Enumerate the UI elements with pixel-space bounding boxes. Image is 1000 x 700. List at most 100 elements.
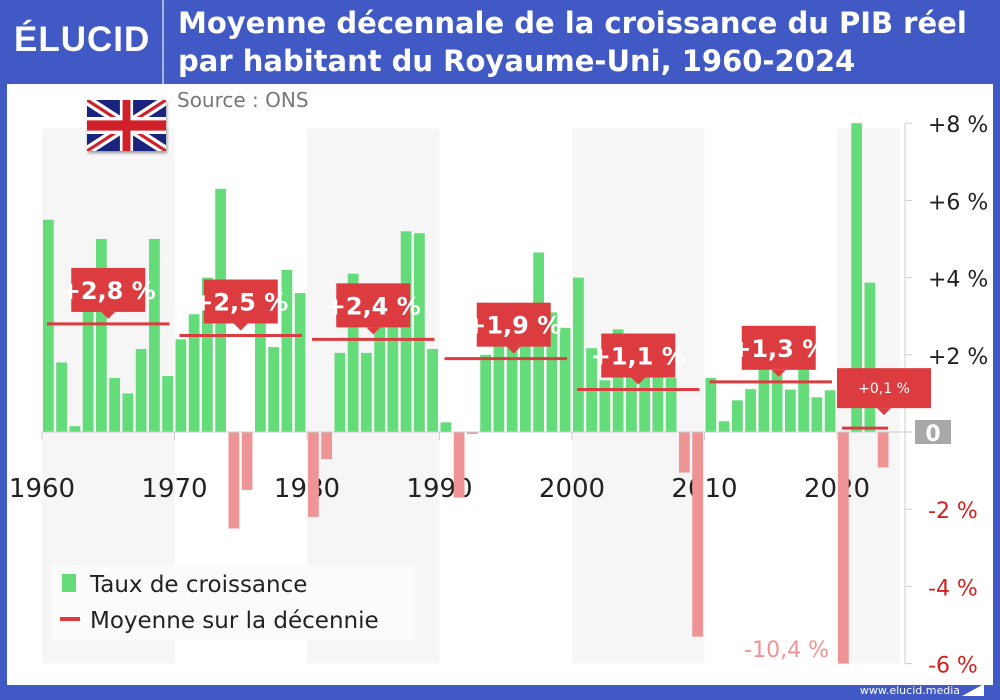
bar-1960 <box>43 219 54 432</box>
bar-1987 <box>400 231 412 432</box>
bar-2004 <box>626 354 637 432</box>
bar-2013 <box>745 389 756 432</box>
bar-1994 <box>493 304 505 432</box>
bar-1992 <box>467 432 478 434</box>
label-pointer <box>366 327 381 335</box>
bar-2020 <box>838 432 849 664</box>
bar-1999 <box>559 327 571 432</box>
bar-1995 <box>506 335 518 432</box>
bar-1969 <box>162 376 173 432</box>
x-tick-label: 1960 <box>9 474 75 504</box>
decade-average-label: +1,1 % <box>591 343 686 371</box>
x-tick-label: 1980 <box>274 474 340 504</box>
bar-1981 <box>321 432 332 460</box>
x-tick-label: 2000 <box>539 474 605 504</box>
bar-1961 <box>56 362 67 432</box>
legend-box <box>52 565 415 640</box>
bar-2007 <box>665 377 677 432</box>
decade-average-label: +0,1 % <box>858 381 910 397</box>
bar-2023 <box>877 432 889 468</box>
decade-average-label-box <box>203 279 278 324</box>
source-note: Source : ONS <box>177 88 309 112</box>
label-pointer <box>877 408 891 416</box>
bar-1990 <box>440 422 452 432</box>
decade-average-label-box <box>476 302 551 347</box>
bar-2009 <box>692 432 703 637</box>
title-line-2: par habitant du Royaume-Uni, 1960-2024 <box>178 44 856 78</box>
label-pointer <box>771 369 786 377</box>
bar-1985 <box>374 296 385 432</box>
bar-2000 <box>573 277 584 432</box>
decade-average-label-box <box>71 267 146 312</box>
legend-marker-growth <box>62 574 76 592</box>
bar-2018 <box>811 397 823 432</box>
bar-1984 <box>361 352 372 432</box>
bar-2021 <box>851 123 862 432</box>
bar-1988 <box>414 233 425 432</box>
y-tick-label: +4 % <box>928 268 988 293</box>
decade-average-label-box <box>601 333 676 378</box>
bar-1964 <box>96 239 107 432</box>
y-tick-label: +2 % <box>928 345 988 370</box>
bar-2017 <box>798 366 809 432</box>
bar-1980 <box>308 432 319 517</box>
bar-1982 <box>334 352 346 432</box>
decade-average-label: +2,4 % <box>326 292 421 320</box>
label-pointer <box>506 346 521 354</box>
label-pointer <box>631 377 646 385</box>
y-tick-label: 0 <box>925 422 940 447</box>
y-tick-label: +8 % <box>928 113 988 138</box>
zero-label-box <box>915 420 951 444</box>
bar-1986 <box>387 316 399 432</box>
x-tick-label: 2010 <box>671 474 737 504</box>
x-tick-label: 1970 <box>141 474 207 504</box>
decade-average-label: +1,9 % <box>466 312 561 340</box>
bar-1993 <box>480 354 491 432</box>
bar-2010 <box>705 377 717 432</box>
bar-2015 <box>771 370 783 432</box>
bar-1962 <box>69 426 81 432</box>
bar-2002 <box>599 380 611 432</box>
bar-2003 <box>612 329 624 432</box>
decade-average-label-box <box>336 283 411 328</box>
bar-1974 <box>228 432 240 529</box>
bar-1967 <box>135 349 147 432</box>
bar-2014 <box>758 343 770 432</box>
bar-1970 <box>175 339 187 432</box>
bar-1983 <box>347 273 359 432</box>
bar-2008 <box>679 432 690 473</box>
bar-1975 <box>241 432 253 490</box>
bar-1976 <box>255 320 266 432</box>
bar-2012 <box>732 400 743 432</box>
uk-flag-icon <box>87 100 166 151</box>
x-tick-label: 2020 <box>804 474 870 504</box>
decade-average-label: +2,5 % <box>193 289 288 317</box>
bar-1968 <box>149 239 160 432</box>
annotation-label: -10,4 % <box>744 638 829 663</box>
bar-2022 <box>864 282 876 432</box>
decade-average-label-box <box>741 325 816 370</box>
bar-1971 <box>188 314 200 432</box>
footer-url[interactable]: www.elucid.media <box>859 684 960 697</box>
bar-1979 <box>294 293 306 432</box>
label-pointer <box>233 323 248 331</box>
decade-average-label-box <box>837 368 931 409</box>
bar-1972 <box>202 277 213 432</box>
bar-1996 <box>520 339 531 432</box>
bar-1991 <box>453 432 465 498</box>
bar-1998 <box>546 312 558 432</box>
chart-title: Moyenne décennale de la croissance du PI… <box>178 4 978 80</box>
elucid-mark-icon <box>962 684 984 696</box>
y-tick-label: -4 % <box>928 576 978 601</box>
header-divider <box>162 0 164 84</box>
bar-1963 <box>82 293 94 432</box>
elucid-logo: ÉLUCID <box>14 20 151 59</box>
legend-label-growth: Taux de croissance <box>89 572 307 598</box>
bar-1966 <box>122 393 134 432</box>
bar-1965 <box>109 377 120 432</box>
bar-1989 <box>427 349 438 432</box>
bar-2016 <box>785 389 796 432</box>
decade-average-label: +1,3 % <box>731 335 826 363</box>
label-pointer <box>101 311 116 319</box>
